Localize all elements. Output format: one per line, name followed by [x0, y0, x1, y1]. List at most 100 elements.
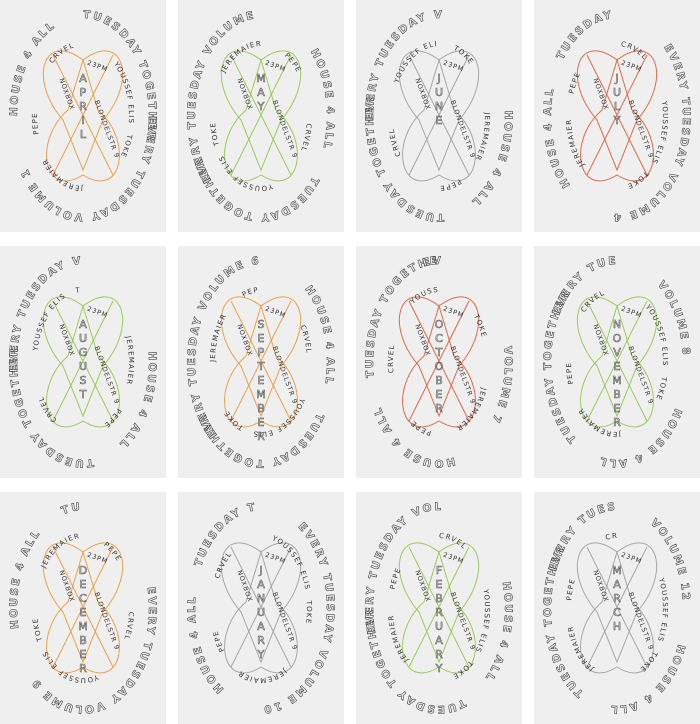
inner-text: PEPE: [565, 362, 574, 385]
inner-ring-text: PEPE: [102, 407, 123, 429]
inner-text: CRVEL: [388, 128, 402, 158]
inner-ring-text: JEREMAIER: [565, 118, 586, 169]
center-text: NOXBOX: [591, 569, 610, 603]
inner-ring-text: TOKE: [304, 599, 313, 624]
month: SEPTEMBER: [255, 318, 268, 444]
ornament-shape: [576, 50, 658, 172]
inner-ring-text: JEREMAIER: [387, 614, 410, 664]
ornament-shape: [408, 300, 470, 422]
ornament: [576, 50, 658, 182]
inner-text: TOKE: [451, 658, 474, 680]
outer-text: TUESDAY TOGETHER: [0, 492, 81, 518]
center-text: NOXBOX: [235, 569, 254, 603]
inner-text: JEREMAIER: [124, 334, 134, 386]
center-text: NOXBOX: [591, 77, 610, 111]
center-text: BLONDELSTR 9: [449, 591, 478, 651]
center-text: NOXBOX: [413, 569, 432, 603]
ornament-shape: [408, 546, 470, 668]
inner-ring-text: CRVEL: [439, 532, 469, 551]
center-text: NOXBOX: [57, 569, 76, 603]
inner-ring-text: PEPE: [283, 51, 303, 74]
ornament: [398, 50, 480, 182]
inner-text: JEREMAIER: [565, 118, 585, 169]
inner-ring-text: YOUSSEF ELIS: [217, 154, 274, 192]
outer-text: HOUSE 4 ALL: [8, 527, 42, 630]
center-text: 23PM: [86, 59, 109, 74]
center-text: 23PM: [264, 551, 287, 566]
inner-text: JEREMAIER: [209, 312, 227, 363]
center-text: 23PM: [620, 305, 643, 320]
center-text: NOXBOX: [591, 323, 610, 357]
center-text: 23PM: [620, 59, 643, 74]
ornament-shape: [402, 304, 476, 428]
ornament-shape: [408, 54, 470, 176]
ornament-shape: [46, 550, 120, 674]
outer-ring-text: HOUSE 4 ALL: [308, 47, 336, 151]
inner-ring-text: TOKE: [626, 169, 651, 190]
center-text: 23PM: [264, 305, 287, 320]
ornament-shape: [220, 296, 302, 418]
inner-ring-text: TOKE: [31, 617, 44, 643]
center-text: 23PM: [620, 551, 643, 566]
inner-text: CRVEL: [37, 395, 57, 424]
outer-ring-text: TUESDAY TOGETHER: [534, 0, 620, 62]
outer-ring-text: VOLUME 7: [488, 346, 514, 426]
ornament-shape: [220, 50, 302, 172]
inner-ring-text: CRVEL: [299, 324, 313, 354]
inner-ring-text: YOUSSEF ELIS: [41, 649, 100, 684]
outer-text: EVERY TUESDAY: [534, 246, 616, 317]
ornament-shape: [576, 542, 658, 664]
center-text: NOXBOX: [413, 77, 432, 111]
inner-text: JEREMAIER: [41, 157, 83, 192]
outer-text: HOUSE 4 ALL: [308, 47, 335, 152]
inner-text: PEPE: [31, 112, 39, 135]
outer-text: EVERY TUESDAY: [295, 520, 334, 645]
month: DECEMBER: [77, 564, 90, 676]
inner-ring-text: CRVEL: [299, 123, 313, 153]
ornament: [42, 296, 124, 428]
month: MARCH: [611, 564, 624, 634]
inner-text: JEREMAIER: [387, 614, 409, 664]
center-text: BLONDELSTR 9: [627, 591, 656, 651]
ornament-shape: [42, 296, 124, 418]
center-text: BLONDELSTR 9: [449, 345, 478, 405]
ornament-shape: [230, 54, 292, 176]
inner-text: TOKE: [209, 122, 220, 148]
outer-ring-text: VOLUME 3: [356, 0, 444, 21]
outer-text: EVERY TUESDAY: [356, 246, 441, 270]
month: NOVEMBER: [611, 318, 624, 430]
ornament-shape: [220, 542, 302, 664]
ornament: [398, 296, 480, 428]
inner-ring-text: CRVEL: [37, 395, 59, 424]
ornament-shape: [52, 54, 114, 176]
outer-text: VOLUME 11: [356, 492, 441, 520]
outer-ring-text: VOLUME 6: [196, 255, 261, 313]
ornament-shape: [576, 296, 658, 418]
ornament-shape: [398, 542, 480, 664]
inner-ring-text: YOUSSEF ELIS: [112, 60, 136, 125]
center-text: BLONDELSTR 9: [93, 99, 122, 159]
inner-text: PEPE: [565, 577, 576, 601]
inner-text: JEREMAIER: [39, 532, 79, 570]
inner-ring-text: JEREMAIER: [41, 157, 84, 192]
ornament-shape: [586, 546, 648, 668]
ornament: [220, 50, 302, 182]
outer-ring-text: EVERY TUESDAY: [186, 314, 220, 440]
outer-text: TUESDAY TOGETHER: [178, 492, 256, 568]
inner-text: PEPE: [102, 407, 122, 429]
inner-ring-text: JEREMAIER: [566, 625, 595, 674]
month: APRIL: [77, 72, 90, 142]
ornament-shape: [580, 58, 654, 182]
inner-text: TOKE: [471, 312, 486, 338]
ornament-shape: [580, 550, 654, 674]
inner-ring-text: TOKE: [654, 375, 668, 401]
